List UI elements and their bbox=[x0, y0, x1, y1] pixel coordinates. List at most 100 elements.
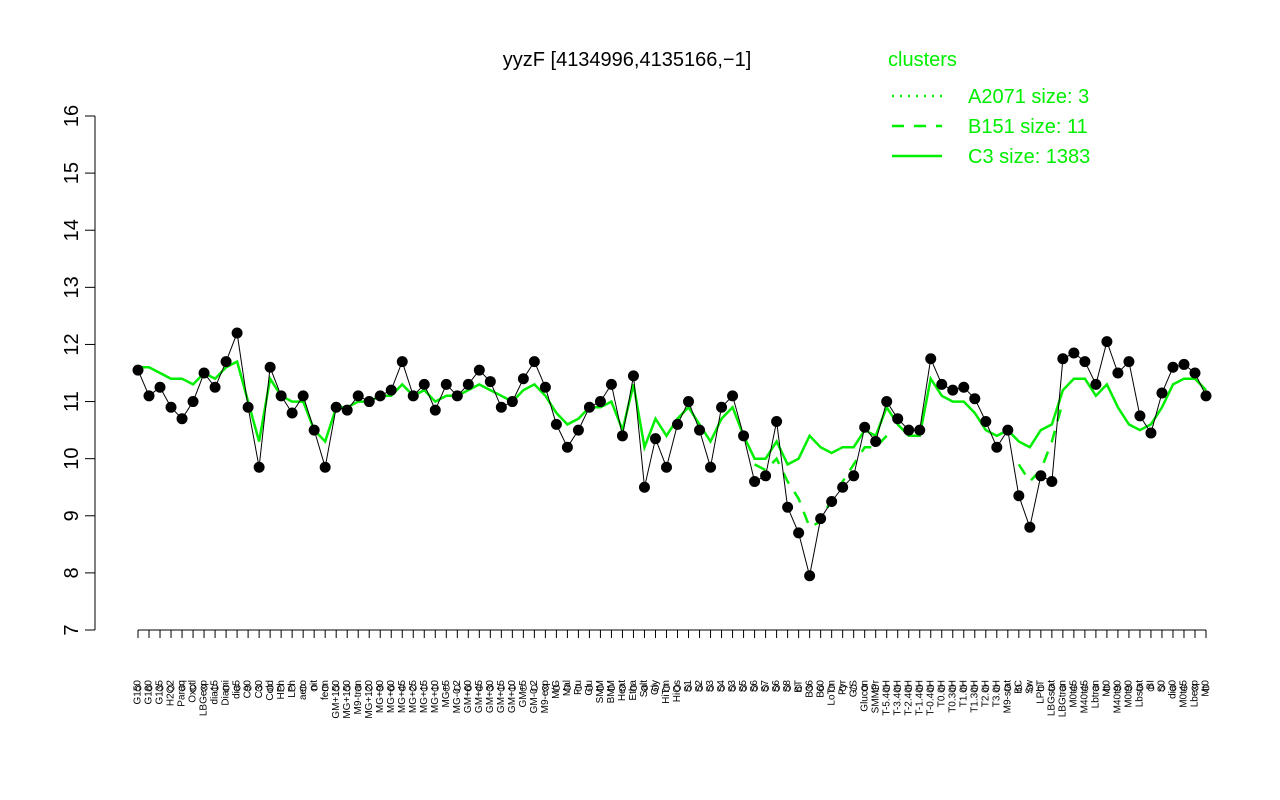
category-marker bbox=[519, 684, 527, 692]
category-marker bbox=[497, 684, 505, 692]
category-marker bbox=[663, 684, 670, 692]
category-marker bbox=[1125, 684, 1133, 692]
point bbox=[462, 378, 474, 390]
point bbox=[539, 381, 551, 393]
point bbox=[1002, 424, 1014, 436]
point bbox=[804, 570, 816, 582]
y-tick-label: 11 bbox=[61, 391, 83, 412]
point bbox=[969, 393, 981, 405]
point bbox=[749, 476, 761, 488]
category-marker bbox=[453, 684, 461, 692]
profile-line bbox=[137, 331, 1207, 576]
point bbox=[727, 390, 739, 402]
x-tick-label: Heat bbox=[617, 680, 628, 701]
category-marker bbox=[530, 684, 538, 692]
x-tick-label: S2 bbox=[694, 680, 705, 693]
category-marker bbox=[773, 684, 780, 692]
category-marker bbox=[740, 684, 747, 692]
x-tick-label: B36 bbox=[804, 680, 815, 698]
y-tick-label: 10 bbox=[61, 448, 83, 470]
point bbox=[705, 461, 717, 473]
category-marker bbox=[189, 684, 197, 692]
x-tick-label: C90 bbox=[243, 680, 254, 699]
x-tick-label: MG+120 bbox=[364, 680, 375, 719]
x-tick-label: dia5 bbox=[232, 680, 243, 699]
point bbox=[991, 441, 1003, 453]
point bbox=[848, 470, 860, 482]
point bbox=[528, 356, 540, 368]
point bbox=[1090, 378, 1102, 390]
category-marker bbox=[178, 684, 186, 692]
category-marker bbox=[1026, 684, 1034, 692]
category-marker bbox=[145, 684, 153, 692]
point bbox=[1024, 521, 1036, 533]
point bbox=[716, 401, 728, 413]
category-marker bbox=[696, 684, 703, 692]
x-tick-label: M/G bbox=[551, 680, 562, 699]
x-tick-label: SMM bbox=[595, 680, 606, 703]
x-tick-label: T0.0H bbox=[936, 680, 947, 707]
point bbox=[616, 430, 628, 442]
point bbox=[892, 413, 904, 425]
y-tick-label: 13 bbox=[61, 276, 83, 298]
x-tick-label: MG+25 bbox=[408, 680, 419, 714]
x-tick-label: T2.0H bbox=[980, 680, 991, 707]
point bbox=[925, 353, 937, 365]
category-marker bbox=[299, 684, 307, 692]
category-marker bbox=[938, 684, 946, 692]
category-marker bbox=[1202, 684, 1210, 692]
x-tick-label: MG+90 bbox=[375, 680, 386, 714]
point bbox=[341, 404, 353, 416]
point bbox=[297, 390, 309, 402]
category-marker bbox=[332, 684, 340, 692]
point bbox=[1134, 410, 1146, 422]
x-tick-label: dia0 bbox=[1168, 680, 1179, 699]
category-marker bbox=[1070, 684, 1078, 692]
x-tick-label: H2O2 bbox=[166, 680, 177, 707]
x-tick-label: GM+150 bbox=[331, 680, 342, 719]
x-tick-label: GM+60 bbox=[463, 680, 474, 714]
point bbox=[760, 470, 772, 482]
category-marker bbox=[597, 684, 604, 692]
x-tick-label: S5 bbox=[738, 680, 749, 693]
category-marker bbox=[222, 684, 230, 692]
x-tick-label: G135 bbox=[155, 680, 166, 705]
point bbox=[683, 396, 695, 408]
category-marker bbox=[277, 684, 285, 692]
category-marker bbox=[806, 684, 814, 692]
point bbox=[363, 396, 375, 408]
x-tick-label: Salt bbox=[639, 680, 650, 697]
point bbox=[451, 390, 463, 402]
point bbox=[165, 401, 177, 413]
category-marker bbox=[387, 684, 395, 692]
point bbox=[1112, 367, 1124, 379]
point bbox=[1178, 358, 1190, 370]
x-tick-label: T1.0H bbox=[958, 680, 969, 707]
point bbox=[1156, 387, 1168, 399]
category-marker bbox=[288, 684, 296, 692]
x-tick-label: Mt0 bbox=[1102, 680, 1113, 697]
point bbox=[396, 356, 408, 368]
point bbox=[1035, 470, 1047, 482]
category-marker bbox=[1180, 684, 1188, 692]
point bbox=[484, 376, 496, 388]
category-marker bbox=[839, 684, 847, 692]
point bbox=[572, 424, 584, 436]
category-marker bbox=[200, 684, 208, 692]
category-marker bbox=[1103, 684, 1111, 692]
x-tick-label: Lbstat bbox=[1135, 680, 1146, 707]
category-marker bbox=[883, 684, 891, 692]
x-tick-label: GM-0.2 bbox=[529, 680, 540, 714]
category-marker bbox=[960, 684, 968, 692]
point bbox=[385, 384, 397, 396]
x-tick-label: T-5.40H bbox=[881, 680, 892, 716]
point bbox=[319, 461, 331, 473]
x-tick-label: T1.30H bbox=[969, 680, 980, 713]
x-tick-label: BMM bbox=[606, 680, 617, 703]
point bbox=[660, 461, 672, 473]
cluster-line bbox=[138, 359, 1207, 467]
point bbox=[220, 356, 232, 368]
y-tick-label: 12 bbox=[61, 333, 83, 355]
point bbox=[407, 390, 419, 402]
category-marker bbox=[751, 684, 758, 692]
